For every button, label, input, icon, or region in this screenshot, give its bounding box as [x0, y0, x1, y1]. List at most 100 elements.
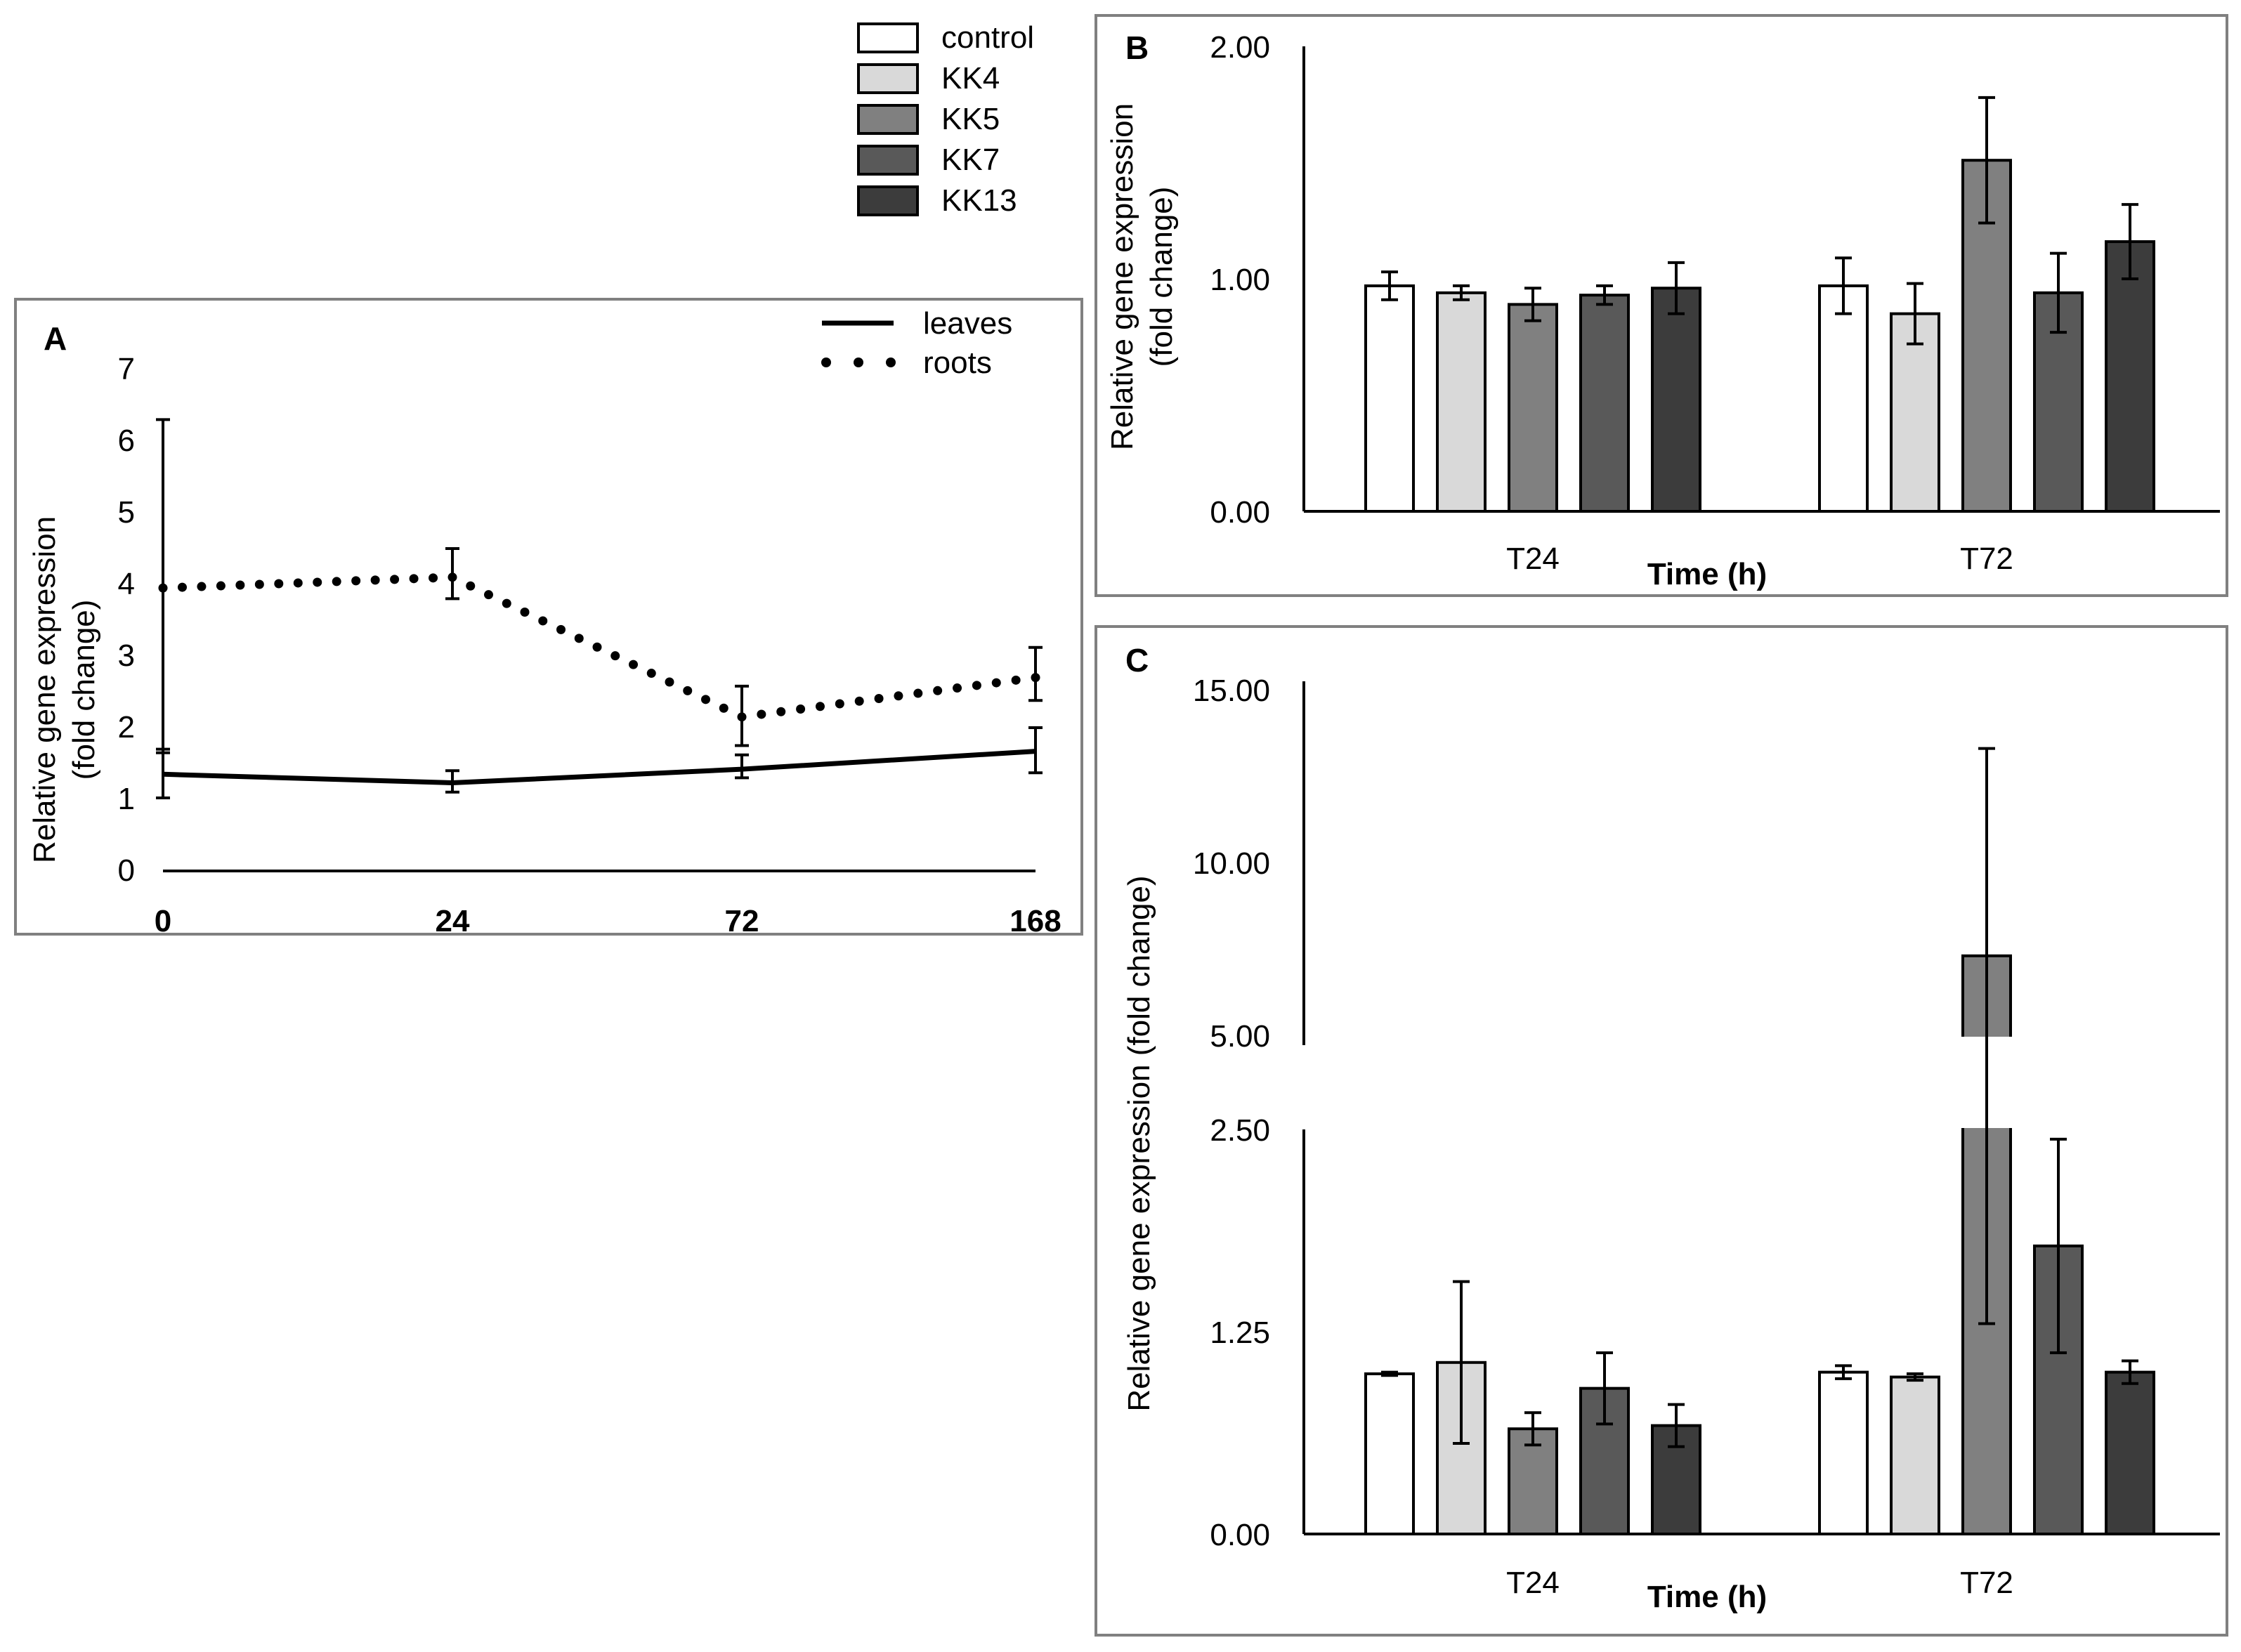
panel-b-y-tick-2.00: 2.00 — [1210, 30, 1270, 65]
panel-c-y-tick-2.50: 2.50 — [1210, 1113, 1270, 1148]
panel-b-y-tick-1.00: 1.00 — [1210, 263, 1270, 297]
panel-b-bar-t24-control — [1364, 284, 1415, 513]
legend-label-kk13: KK13 — [941, 183, 1017, 218]
panel-a-dot-roots — [874, 694, 884, 704]
panel-a-x-tick-72: 72 — [725, 904, 759, 938]
legend-label-kk4: KK4 — [941, 61, 1000, 96]
legend-swatch-kk4 — [857, 63, 919, 94]
panel-a-y-tick-2: 2 — [118, 710, 135, 745]
panel-c-y-ticks: 0.00 1.25 2.50 5.00 10.00 15.00 — [1193, 674, 1270, 1552]
panel-a-dot-roots — [991, 678, 1001, 688]
panel-a-dot-roots — [574, 634, 584, 643]
panel-a-dot-roots — [1011, 675, 1021, 685]
panel-a-dot-roots — [592, 642, 602, 652]
legend-label-kk5: KK5 — [941, 102, 1000, 136]
panel-c-category-t72: T72 — [1960, 1566, 2013, 1600]
panel-a-dot-roots — [177, 582, 187, 592]
legend-swatch-kk7 — [857, 145, 919, 176]
panel-a-dot-roots — [776, 707, 786, 716]
panel-a-y-label-line2: (fold change) — [67, 600, 101, 780]
panel-a-y-tick-5: 5 — [118, 495, 135, 530]
panel-a-dot-roots — [351, 576, 361, 586]
panel-a-dot-roots — [293, 578, 303, 588]
panel-a-dot-roots — [757, 709, 766, 719]
panel-a-x-ticks: 0 24 72 168 — [155, 904, 1061, 938]
panel-b-category-t24: T24 — [1506, 542, 1560, 576]
panel-a-dot-roots — [409, 574, 419, 584]
panel-a-dot-roots — [894, 691, 903, 701]
panel-a-dot-roots — [972, 681, 981, 690]
panel-b-bar-t24-kk4 — [1436, 291, 1487, 513]
panel-a-dot-roots — [701, 695, 710, 704]
panel-b-y-ticks: 0.00 1.00 2.00 — [1210, 30, 1270, 530]
panel-a-legend-label-leaves: leaves — [923, 306, 1012, 341]
panel-a-dot-roots — [665, 677, 674, 687]
panel-a-frame — [14, 298, 1083, 936]
panel-a-dot-roots — [254, 579, 264, 589]
panel-a-dot-roots — [466, 581, 476, 591]
panel-a-dot-roots — [683, 686, 693, 695]
panel-a-dot-roots — [610, 651, 620, 661]
panel-a-y-tick-1: 1 — [118, 782, 135, 816]
panel-c-y-label: Relative gene expression (fold change) — [1122, 875, 1156, 1411]
panel-a-dot-roots — [933, 686, 943, 695]
panel-c-categories: T24 T72 — [1506, 1566, 2013, 1600]
panel-a-dot-roots — [235, 580, 245, 590]
panel-c-bar-t72-control — [1818, 1370, 1869, 1535]
panel-a-dot-roots — [815, 702, 825, 712]
panel-a-y-ticks: 0 1 2 3 4 5 6 7 — [118, 352, 135, 888]
panel-b-bar-t72-control — [1818, 284, 1869, 513]
panel-b-bar-t72-kk13 — [2105, 240, 2155, 513]
panel-a-y-tick-4: 4 — [118, 567, 135, 601]
panel-c-category-t24: T24 — [1506, 1566, 1560, 1600]
panel-a-dot-roots — [429, 573, 438, 583]
group-legend: control KK4 KK5 KK7 KK13 — [857, 20, 1034, 218]
panel-a-legend-dot-roots-1 — [854, 358, 863, 367]
panel-c-x-label: Time (h) — [1647, 1580, 1767, 1614]
legend-label-kk7: KK7 — [941, 143, 1000, 177]
panel-a-dot-roots — [629, 660, 638, 669]
panel-b-categories: T24 T72 — [1506, 542, 2013, 576]
panel-a-dot-roots — [538, 616, 548, 626]
panel-b: B Relative gene expression (fold change)… — [1095, 14, 2228, 597]
panel-b-bars — [1364, 96, 2155, 513]
panel-c-y-tick-10.00: 10.00 — [1193, 846, 1270, 881]
panel-b-y-label-line1: Relative gene expression — [1105, 103, 1139, 450]
panel-a-dot-roots — [313, 577, 322, 587]
panel-a-y-label-line1: Relative gene expression — [27, 516, 62, 863]
panel-c: C Relative gene expression (fold change)… — [1095, 625, 2228, 1637]
panel-b-bar-t24-kk13 — [1651, 287, 1701, 513]
panel-a-line-leaves — [162, 749, 1036, 786]
panel-b-category-t72: T72 — [1960, 542, 2013, 576]
panel-a-dot-roots — [913, 688, 923, 698]
panel-a-dot-roots — [390, 575, 400, 584]
panel-a-y-tick-7: 7 — [118, 352, 135, 386]
panel-a-legend-label-roots: roots — [923, 346, 992, 380]
panel-a-y-tick-6: 6 — [118, 424, 135, 458]
panel-b-label: B — [1125, 29, 1149, 66]
panel-a-series — [156, 418, 1043, 799]
panel-a-dot-roots — [835, 699, 844, 709]
panel-a-y-tick-0: 0 — [118, 853, 135, 888]
panel-a-dot-roots — [332, 577, 341, 586]
panel-c-y-tick-5.00: 5.00 — [1210, 1019, 1270, 1054]
panel-a-x-tick-168: 168 — [1010, 904, 1061, 938]
legend-swatch-control — [857, 22, 919, 53]
panel-c-y-tick-1.25: 1.25 — [1210, 1316, 1270, 1350]
panel-b-y-label-line2: (fold change) — [1144, 187, 1179, 367]
panel-a-dot-roots — [796, 704, 806, 714]
panel-b-x-label: Time (h) — [1647, 557, 1767, 591]
panel-a-legend-dot-roots-0 — [821, 358, 831, 367]
panel-b-bar-t24-kk5 — [1508, 303, 1558, 513]
panel-c-y-tick-15.00: 15.00 — [1193, 674, 1270, 708]
panel-b-bar-t24-kk7 — [1579, 294, 1630, 513]
panel-a-dot-roots — [274, 579, 284, 589]
panel-a-dot-roots — [719, 703, 729, 713]
panel-a-y-tick-3: 3 — [118, 638, 135, 673]
panel-a-dot-roots — [216, 581, 226, 591]
panel-a: A leaves roots 0 1 2 3 4 5 6 7 Relative gene exp… — [14, 298, 1083, 938]
panel-a-x-tick-24: 24 — [436, 904, 470, 938]
panel-a-dot-roots — [953, 683, 962, 693]
panel-a-x-tick-0: 0 — [155, 904, 171, 938]
panel-c-bar-t72-kk4 — [1890, 1375, 1940, 1535]
